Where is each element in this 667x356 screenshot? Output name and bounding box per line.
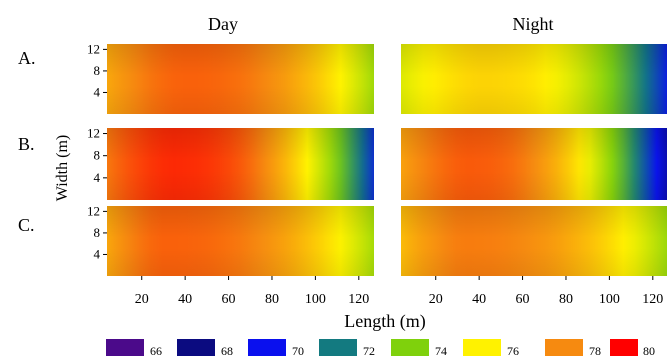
panel-a-day-shading xyxy=(107,44,374,114)
column-title-night: Night xyxy=(512,14,553,34)
legend-swatch-66 xyxy=(106,339,144,356)
y-axis-label: Width (m) xyxy=(54,135,71,201)
y-tick-label: 8 xyxy=(94,148,101,163)
legend-label-78: 78 xyxy=(589,344,601,356)
legend-swatch-76 xyxy=(463,339,501,356)
x-tick-label: 60 xyxy=(516,292,530,307)
tick-group: 4 8 12 4 8 12 4 8 12 20 40 60 80 100 120 20 40 60 80 100 120 xyxy=(87,41,663,307)
x-tick-label: 80 xyxy=(559,292,573,307)
legend-swatch-74 xyxy=(391,339,429,356)
legend-swatch-70 xyxy=(248,339,286,356)
x-tick-label: 20 xyxy=(135,292,149,307)
y-tick-label: 4 xyxy=(94,170,101,185)
legend: 66 68 70 72 74 76 78 80 xyxy=(106,339,655,356)
legend-swatch-68 xyxy=(177,339,215,356)
legend-label-70: 70 xyxy=(292,344,304,356)
y-tick-label: 12 xyxy=(87,41,100,56)
panel-b-night-shading xyxy=(401,128,667,200)
row-label-c: C. xyxy=(18,215,35,235)
panel-a-night-shading xyxy=(401,44,667,114)
panel-c-night-shading xyxy=(401,206,667,276)
y-tick-label: 4 xyxy=(94,84,101,99)
legend-swatch-80 xyxy=(610,339,638,356)
panel-group xyxy=(107,44,667,276)
legend-label-80: 80 xyxy=(643,344,655,356)
legend-label-76: 76 xyxy=(507,344,519,356)
panel-c-day-shading xyxy=(107,206,374,276)
legend-swatch-72 xyxy=(319,339,357,356)
y-tick-label: 4 xyxy=(94,246,101,261)
row-label-b: B. xyxy=(18,134,35,154)
x-tick-label: 100 xyxy=(599,292,620,307)
legend-label-74: 74 xyxy=(435,344,447,356)
x-tick-label: 60 xyxy=(222,292,236,307)
x-tick-label: 100 xyxy=(305,292,326,307)
y-tick-label: 8 xyxy=(94,225,101,240)
x-tick-label: 120 xyxy=(348,292,369,307)
column-title-day: Day xyxy=(208,14,238,34)
legend-label-72: 72 xyxy=(363,344,375,356)
x-tick-label: 120 xyxy=(642,292,663,307)
row-label-a: A. xyxy=(18,48,36,68)
panel-b-day-shading xyxy=(107,128,374,200)
y-tick-label: 12 xyxy=(87,126,100,141)
x-tick-label: 40 xyxy=(472,292,486,307)
x-tick-label: 20 xyxy=(429,292,443,307)
x-tick-label: 40 xyxy=(178,292,192,307)
x-tick-label: 80 xyxy=(265,292,279,307)
legend-label-68: 68 xyxy=(221,344,233,356)
legend-swatch-78 xyxy=(545,339,583,356)
y-tick-label: 12 xyxy=(87,203,100,218)
legend-label-66: 66 xyxy=(150,344,162,356)
x-axis-label: Length (m) xyxy=(344,311,425,332)
y-tick-label: 8 xyxy=(94,63,101,78)
